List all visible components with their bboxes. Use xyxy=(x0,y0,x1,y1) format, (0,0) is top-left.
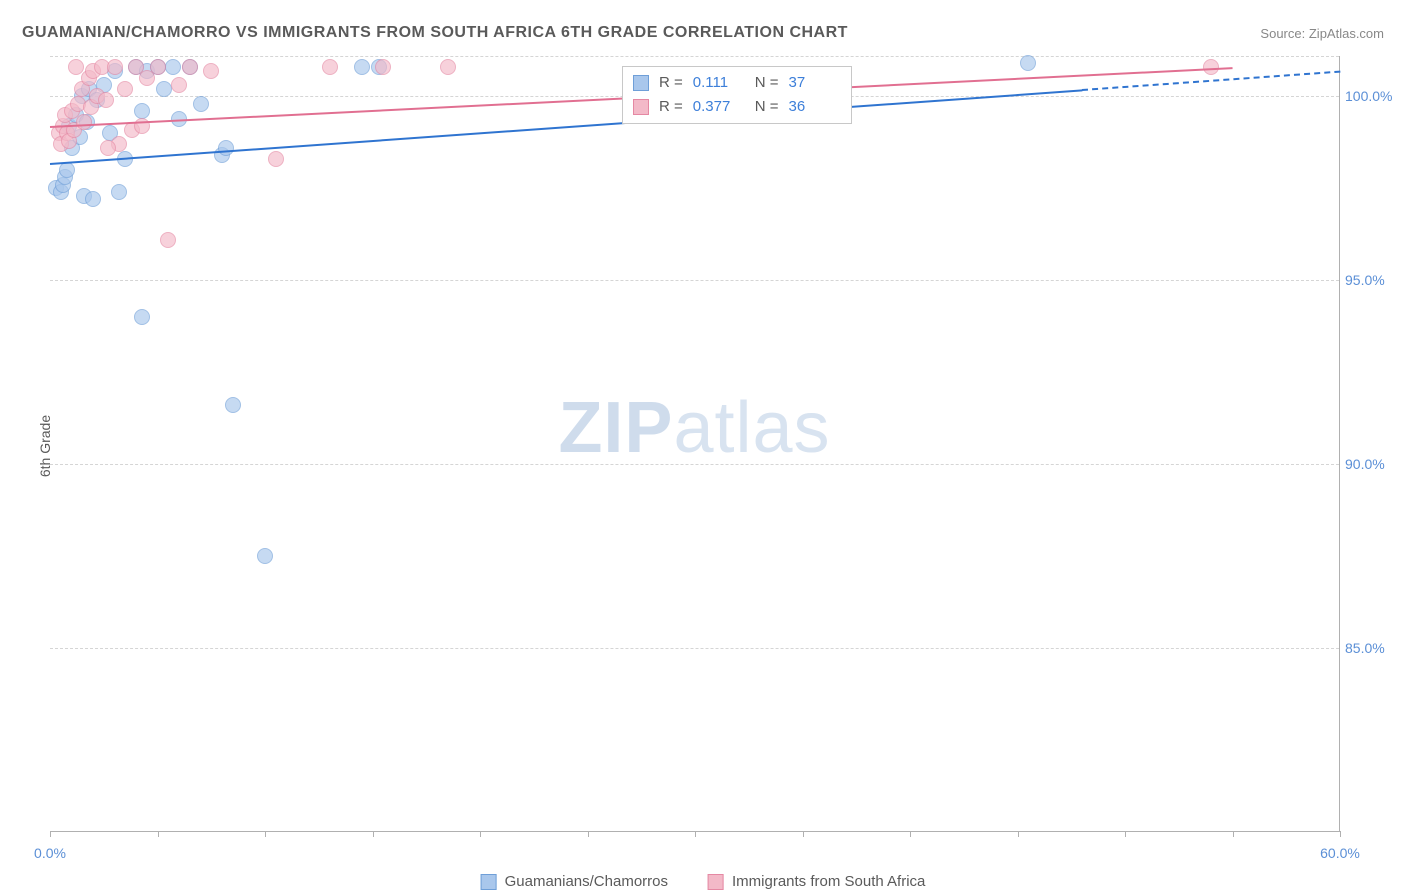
x-tick-label: 60.0% xyxy=(1320,845,1360,861)
data-point xyxy=(1020,55,1036,71)
data-point xyxy=(165,59,181,75)
x-tick xyxy=(50,831,51,837)
data-point xyxy=(85,191,101,207)
x-tick xyxy=(910,831,911,837)
gridline xyxy=(50,56,1339,57)
source-link[interactable]: ZipAtlas.com xyxy=(1309,26,1384,41)
data-point xyxy=(182,59,198,75)
data-point xyxy=(160,232,176,248)
legend: Guamanians/Chamorros Immigrants from Sout… xyxy=(481,873,926,890)
data-point xyxy=(354,59,370,75)
legend-label: Immigrants from South Africa xyxy=(732,873,925,890)
watermark: ZIPatlas xyxy=(558,387,830,469)
data-point xyxy=(193,96,209,112)
x-tick xyxy=(1018,831,1019,837)
data-point xyxy=(134,103,150,119)
data-point xyxy=(322,59,338,75)
x-tick xyxy=(803,831,804,837)
data-point xyxy=(225,397,241,413)
legend-label: Guamanians/Chamorros xyxy=(505,873,668,890)
watermark-bold: ZIP xyxy=(558,388,673,468)
legend-swatch xyxy=(633,99,649,115)
y-tick-label: 90.0% xyxy=(1345,456,1401,472)
x-tick xyxy=(265,831,266,837)
scatter-plot-area: ZIPatlas 85.0%90.0%95.0%100.0%0.0%60.0%R… xyxy=(50,56,1340,832)
y-tick-label: 95.0% xyxy=(1345,272,1401,288)
legend-swatch xyxy=(481,874,497,890)
correlation-box: R = 0.111 N = 37 R = 0.377 N = 36 xyxy=(622,66,852,124)
data-point xyxy=(268,151,284,167)
n-label: N = xyxy=(755,71,779,95)
data-point xyxy=(134,309,150,325)
source-label: Source: xyxy=(1260,26,1305,41)
n-label: N = xyxy=(755,95,779,119)
data-point xyxy=(171,77,187,93)
data-point xyxy=(375,59,391,75)
x-tick xyxy=(1340,831,1341,837)
y-tick-label: 85.0% xyxy=(1345,640,1401,656)
legend-swatch xyxy=(708,874,724,890)
data-point xyxy=(76,114,92,130)
data-point xyxy=(218,140,234,156)
legend-swatch xyxy=(633,75,649,91)
x-tick xyxy=(588,831,589,837)
legend-item: Guamanians/Chamorros xyxy=(481,873,668,890)
x-tick xyxy=(1125,831,1126,837)
watermark-light: atlas xyxy=(673,388,830,468)
correlation-row: R = 0.377 N = 36 xyxy=(633,95,841,119)
data-point xyxy=(111,184,127,200)
data-point xyxy=(117,81,133,97)
r-label: R = xyxy=(659,95,683,119)
data-point xyxy=(440,59,456,75)
gridline xyxy=(50,280,1339,281)
gridline xyxy=(50,464,1339,465)
data-point xyxy=(257,548,273,564)
data-point xyxy=(203,63,219,79)
legend-item: Immigrants from South Africa xyxy=(708,873,925,890)
data-point xyxy=(150,59,166,75)
n-value: 36 xyxy=(789,95,841,119)
x-tick xyxy=(158,831,159,837)
gridline xyxy=(50,648,1339,649)
x-tick xyxy=(695,831,696,837)
n-value: 37 xyxy=(789,71,841,95)
data-point xyxy=(107,59,123,75)
data-point xyxy=(98,92,114,108)
x-tick xyxy=(1233,831,1234,837)
x-tick xyxy=(373,831,374,837)
data-point xyxy=(156,81,172,97)
x-tick-label: 0.0% xyxy=(34,845,66,861)
chart-title: GUAMANIAN/CHAMORRO VS IMMIGRANTS FROM SO… xyxy=(22,24,848,42)
data-point xyxy=(59,162,75,178)
x-tick xyxy=(480,831,481,837)
r-label: R = xyxy=(659,71,683,95)
correlation-row: R = 0.111 N = 37 xyxy=(633,71,841,95)
r-value: 0.111 xyxy=(693,71,745,95)
data-point xyxy=(100,140,116,156)
r-value: 0.377 xyxy=(693,95,745,119)
source-attribution: Source: ZipAtlas.com xyxy=(1260,26,1384,41)
y-tick-label: 100.0% xyxy=(1345,88,1401,104)
